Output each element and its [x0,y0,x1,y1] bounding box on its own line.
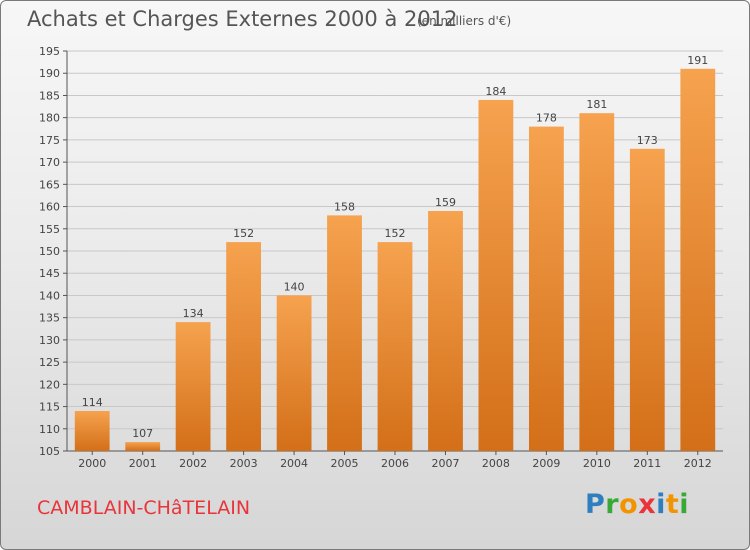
y-tick-label: 130 [39,334,60,347]
y-tick-label: 135 [39,312,60,325]
y-tick-label: 110 [39,423,60,436]
x-tick-label: 2010 [583,457,611,470]
data-label: 140 [284,280,305,293]
y-tick-label: 155 [39,223,60,236]
data-label: 173 [637,134,658,147]
y-tick-label: 115 [39,401,60,414]
data-labels: 114 107 134 152 140 158 152 159 184 178 181 173 191 [82,54,709,440]
logo-letter: i [656,489,666,520]
bar [226,242,261,451]
data-label: 107 [132,427,153,440]
data-label: 184 [485,85,506,98]
data-label: 114 [82,396,103,409]
logo-letter: o [619,489,639,520]
data-label: 191 [687,54,708,67]
commune-name: CAMBLAIN-CHâTELAIN [37,497,251,519]
data-label: 158 [334,200,355,213]
proxiti-logo: Proxiti [585,489,689,520]
x-tick-label: 2011 [633,457,661,470]
x-tick-label: 2006 [381,457,409,470]
bar [529,126,564,451]
bar [629,148,665,452]
y-tick-label: 190 [39,67,60,80]
logo-letter: P [585,489,606,520]
bar [428,211,463,451]
logo-letter: r [605,489,620,520]
bar [74,411,110,451]
logo-letter: t [665,489,680,520]
data-label: 152 [385,227,406,240]
data-label: 134 [183,307,204,320]
chart-title: Achats et Charges Externes 2000 à 2012 [27,7,458,31]
y-tick-label: 120 [39,378,60,391]
x-tick-label: 2002 [179,457,207,470]
logo-letter: x [638,489,657,520]
x-tick-label: 2005 [331,457,359,470]
data-label: 181 [586,98,607,111]
y-tick-label: 165 [39,178,60,191]
y-tick-label: 195 [39,45,60,58]
bar [377,242,413,451]
bar [327,215,362,451]
bar [680,68,716,452]
bar [276,295,312,451]
y-tick-label: 175 [39,134,60,147]
data-label: 152 [233,227,254,240]
data-label: 159 [435,196,456,209]
bar [175,322,211,451]
x-tick-label: 2009 [532,457,560,470]
x-tick-label: 2008 [482,457,510,470]
chart-subtitle: (en milliers d'€) [417,14,512,28]
x-tick-label: 2000 [78,457,106,470]
bar [125,442,161,451]
y-tick-label: 180 [39,112,60,125]
bars [74,68,716,452]
y-tick-label: 145 [39,267,60,280]
bar [478,99,514,452]
y-tick-labels: 105 110 115 120 125 130 135 140 145 150 155 160 165 1… [39,45,60,458]
data-label: 178 [536,112,557,125]
x-tick-label: 2007 [431,457,459,470]
y-tick-label: 150 [39,245,60,258]
x-tick-label: 2012 [684,457,712,470]
y-tick-label: 140 [39,289,60,302]
x-tick-labels: 2000 2001 2002 2003 2004 2005 2006 2007 2008 2009… [78,457,712,470]
y-tick-label: 170 [39,156,60,169]
y-tick-label: 105 [39,445,60,458]
y-tick-label: 160 [39,201,60,214]
x-tick-label: 2004 [280,457,308,470]
y-tick-label: 125 [39,356,60,369]
y-tick-label: 185 [39,89,60,102]
x-tick-label: 2003 [230,457,258,470]
logo-letter: i [679,489,690,520]
bar [579,113,615,451]
x-tick-label: 2001 [129,457,157,470]
